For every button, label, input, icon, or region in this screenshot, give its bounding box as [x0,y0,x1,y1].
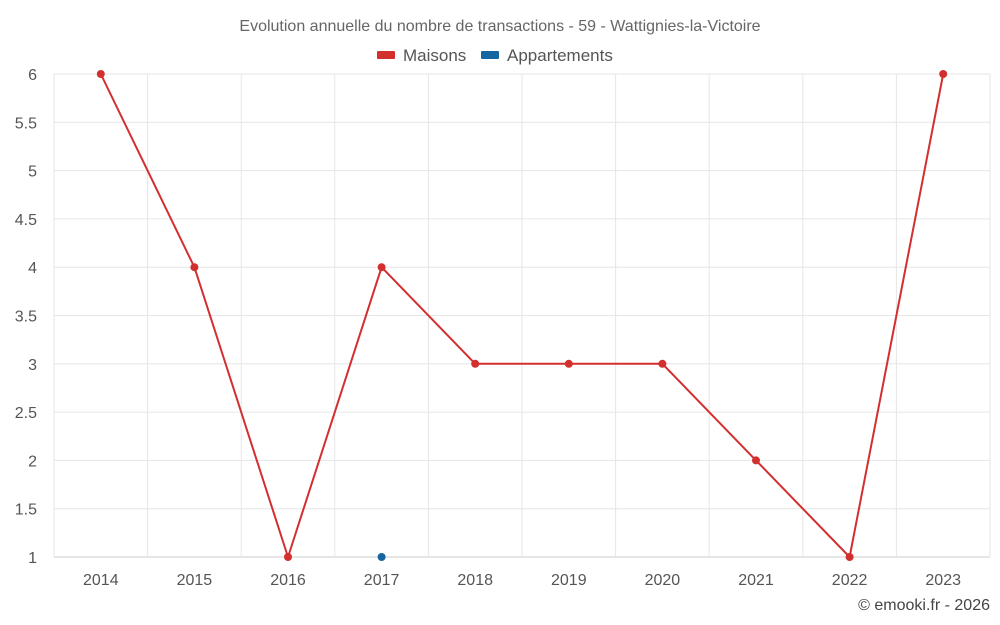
y-tick-label: 4 [28,260,37,277]
series-line-maisons [99,73,945,558]
y-tick-label: 5.5 [15,115,37,132]
y-tick-label: 6 [28,67,37,84]
y-tick-label: 3 [28,357,37,374]
x-tick-label: 2019 [551,572,587,589]
y-tick-label: 2 [28,453,37,470]
data-point-maisons[interactable] [752,456,760,465]
data-point-maisons[interactable] [939,70,948,78]
credit-text: © emooki.fr - 2026 [858,597,990,614]
data-point-maisons[interactable] [845,553,854,561]
x-tick-label: 2015 [177,572,213,589]
legend: Maisons Appartements [377,46,613,65]
x-axis: 2014 2015 2016 2017 2018 2019 2020 2021 2022 2023 [83,572,961,589]
x-tick-label: 2016 [270,572,306,589]
data-point-maisons[interactable] [564,359,573,368]
chart-title: Evolution annuelle du nombre de transact… [239,18,760,35]
y-tick-label: 3.5 [15,309,37,326]
data-point-maisons[interactable] [658,359,667,368]
x-tick-label: 2018 [457,572,493,589]
x-tick-label: 2020 [645,572,681,589]
grid [53,73,991,558]
data-point-maisons[interactable] [190,263,199,272]
data-point-appartements[interactable] [377,553,386,561]
data-point-maisons[interactable] [284,553,292,561]
data-point-maisons[interactable] [96,70,105,78]
y-tick-label: 4.5 [15,212,37,229]
legend-swatch-maisons [377,51,395,59]
data-point-maisons[interactable] [471,359,480,368]
x-tick-label: 2023 [925,572,961,589]
legend-item-maisons[interactable]: Maisons [377,46,466,65]
data-point-maisons[interactable] [377,263,386,272]
y-axis: 1 1.5 2 2.5 3 3.5 4 4.5 5 5.5 6 [15,67,37,567]
y-tick-label: 1.5 [15,502,37,519]
x-tick-label: 2021 [738,572,774,589]
legend-label-appartements: Appartements [507,46,613,65]
y-tick-label: 2.5 [15,405,37,422]
series-layer [96,70,948,561]
y-tick-label: 1 [28,550,37,567]
x-tick-label: 2014 [83,572,119,589]
x-tick-label: 2022 [832,572,868,589]
legend-swatch-appartements [481,51,499,59]
x-tick-label: 2017 [364,572,400,589]
legend-item-appartements[interactable]: Appartements [481,46,613,65]
y-tick-label: 5 [28,164,37,181]
legend-label-maisons: Maisons [403,46,466,65]
